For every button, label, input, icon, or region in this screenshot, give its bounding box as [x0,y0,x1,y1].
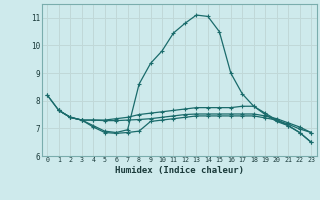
X-axis label: Humidex (Indice chaleur): Humidex (Indice chaleur) [115,166,244,175]
